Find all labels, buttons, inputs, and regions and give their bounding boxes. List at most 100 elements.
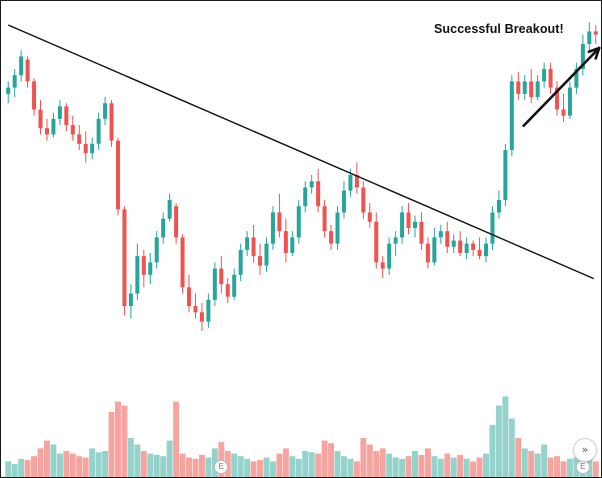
breakout-annotation: Successful Breakout! xyxy=(434,22,564,36)
volume-bar xyxy=(237,456,244,477)
volume-bar xyxy=(147,453,154,477)
candle-up xyxy=(309,181,314,188)
volume-bar xyxy=(302,451,309,477)
candle-down xyxy=(193,306,198,313)
volume-bar xyxy=(115,401,121,477)
volume-bar xyxy=(89,448,96,477)
candle-down xyxy=(109,103,114,141)
candle-down xyxy=(516,81,521,94)
candle-down xyxy=(425,243,430,263)
volume-bar xyxy=(412,451,418,477)
candle-up xyxy=(135,256,140,294)
volume-bar xyxy=(140,451,147,477)
volume-bar xyxy=(308,452,315,477)
candle-down xyxy=(555,87,560,110)
volume-bar xyxy=(495,405,502,477)
candle-down xyxy=(38,109,43,129)
double-chevron-right-icon: » xyxy=(581,443,589,456)
candle-down xyxy=(529,81,534,97)
scroll-to-realtime-button[interactable]: » xyxy=(573,438,597,462)
volume-bar xyxy=(340,456,347,477)
candle-up xyxy=(535,81,540,97)
candle-up xyxy=(232,274,237,297)
volume-bar xyxy=(231,453,238,477)
volume-bar xyxy=(198,454,205,477)
volume-bar xyxy=(282,448,289,477)
candle-up xyxy=(264,243,269,266)
volume-bar xyxy=(347,458,354,477)
candle-down xyxy=(354,175,359,188)
earnings-marker[interactable]: E xyxy=(575,460,590,474)
candle-layer xyxy=(6,22,598,331)
candle-down xyxy=(406,212,411,229)
candle-down xyxy=(277,212,282,232)
candle-down xyxy=(141,256,146,275)
candle-up xyxy=(206,299,211,322)
volume-bar xyxy=(457,454,464,477)
candle-down xyxy=(83,143,88,154)
candle-down xyxy=(25,59,30,82)
volume-bar xyxy=(353,461,360,477)
volume-bar xyxy=(31,456,38,477)
volume-bar xyxy=(276,453,283,477)
candle-up xyxy=(96,118,101,144)
volume-bar xyxy=(218,441,225,477)
volume-bar xyxy=(76,456,83,477)
volume-bar xyxy=(560,461,567,477)
volume-bar xyxy=(476,457,483,477)
volume-bar xyxy=(82,457,89,477)
earnings-marker[interactable]: E xyxy=(214,460,229,474)
volume-bar xyxy=(95,452,102,477)
candle-down xyxy=(548,68,553,88)
volume-bar xyxy=(37,448,44,477)
candle-down xyxy=(367,212,372,222)
volume-bar xyxy=(192,458,199,477)
volume-bar xyxy=(334,451,341,477)
volume-bar xyxy=(528,451,535,477)
volume-bar xyxy=(373,451,380,477)
volume-bar xyxy=(470,461,477,477)
candle-up xyxy=(296,206,301,238)
candle-up xyxy=(542,68,547,82)
breakout-arrow-shaft xyxy=(522,46,601,128)
candle-down xyxy=(64,106,69,126)
candle-up xyxy=(567,87,572,116)
volume-bar xyxy=(392,457,399,477)
volume-bar xyxy=(11,464,18,477)
trendline xyxy=(7,24,595,280)
volume-bar xyxy=(63,451,70,477)
candle-up xyxy=(496,199,501,213)
candle-up xyxy=(245,237,250,250)
candle-down xyxy=(593,31,598,35)
candle-up xyxy=(400,212,405,238)
volume-bar xyxy=(121,405,128,477)
volume-bar xyxy=(541,444,548,477)
breakout-arrow-head xyxy=(587,46,601,60)
volume-bar xyxy=(108,412,115,477)
candle-up xyxy=(103,103,108,119)
candle-down xyxy=(561,109,566,116)
candle-up xyxy=(509,81,514,151)
candle-up xyxy=(580,43,585,69)
volume-bar xyxy=(289,456,296,477)
volume-bar xyxy=(134,444,141,477)
volume-bar xyxy=(153,454,160,477)
candle-down xyxy=(322,206,327,232)
candle-up xyxy=(161,218,166,238)
volume-bar xyxy=(463,458,470,477)
candle-down xyxy=(77,134,82,144)
volume-bar xyxy=(205,457,212,477)
volume-bar xyxy=(18,458,25,477)
candle-up xyxy=(12,75,17,88)
candle-up xyxy=(412,221,417,229)
candle-up xyxy=(387,243,392,269)
volume-bar xyxy=(444,453,451,477)
volume-bar xyxy=(295,458,302,477)
candle-up xyxy=(432,237,437,263)
candle-up xyxy=(587,31,592,44)
candle-down xyxy=(44,128,49,135)
volume-bar xyxy=(424,448,431,477)
candle-down xyxy=(251,237,256,257)
